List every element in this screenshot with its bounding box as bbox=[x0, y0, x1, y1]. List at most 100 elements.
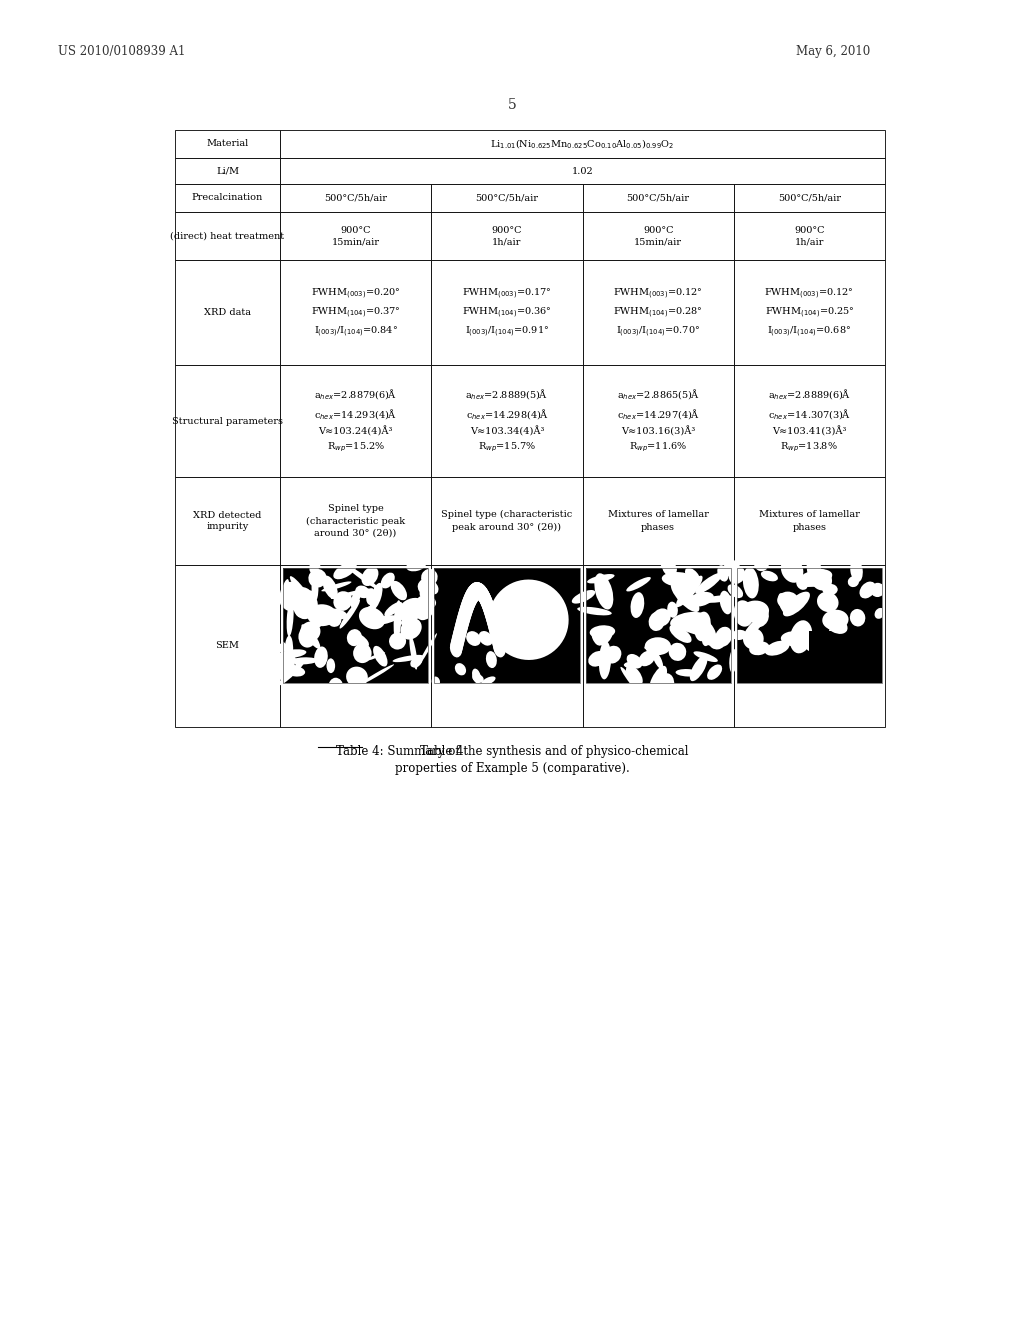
Text: 500°C/5h/air: 500°C/5h/air bbox=[475, 194, 539, 202]
Ellipse shape bbox=[457, 614, 469, 631]
Text: May 6, 2010: May 6, 2010 bbox=[796, 45, 870, 58]
Ellipse shape bbox=[848, 577, 859, 587]
Text: Material: Material bbox=[207, 140, 249, 149]
Ellipse shape bbox=[459, 606, 471, 623]
Bar bbox=[434, 568, 580, 682]
Text: 900°C
1h/air: 900°C 1h/air bbox=[795, 226, 824, 247]
Ellipse shape bbox=[322, 581, 351, 591]
Ellipse shape bbox=[450, 640, 462, 657]
Ellipse shape bbox=[290, 576, 316, 611]
Ellipse shape bbox=[472, 582, 484, 599]
Ellipse shape bbox=[645, 638, 671, 655]
Ellipse shape bbox=[639, 651, 655, 667]
Ellipse shape bbox=[489, 622, 502, 639]
Ellipse shape bbox=[465, 587, 477, 606]
Ellipse shape bbox=[300, 622, 321, 642]
Ellipse shape bbox=[461, 601, 473, 618]
Text: 900°C
15min/air: 900°C 15min/air bbox=[634, 226, 682, 247]
Bar bbox=[431, 183, 583, 213]
Ellipse shape bbox=[621, 667, 643, 696]
Bar bbox=[583, 565, 734, 727]
Ellipse shape bbox=[669, 643, 686, 661]
Text: SEM: SEM bbox=[215, 642, 240, 651]
Ellipse shape bbox=[485, 610, 498, 627]
Ellipse shape bbox=[486, 651, 497, 668]
Ellipse shape bbox=[693, 651, 718, 663]
Ellipse shape bbox=[473, 582, 485, 601]
Ellipse shape bbox=[397, 598, 425, 622]
Text: Spinel type (characteristic
peak around 30° (2θ)): Spinel type (characteristic peak around … bbox=[441, 511, 572, 532]
Ellipse shape bbox=[685, 568, 700, 585]
Ellipse shape bbox=[287, 599, 294, 636]
Ellipse shape bbox=[481, 595, 494, 614]
Ellipse shape bbox=[675, 623, 710, 636]
Ellipse shape bbox=[477, 586, 489, 605]
Ellipse shape bbox=[285, 635, 293, 665]
Text: Spinel type
(characteristic peak
around 30° (2θ)): Spinel type (characteristic peak around … bbox=[306, 504, 406, 537]
Ellipse shape bbox=[472, 673, 483, 682]
Ellipse shape bbox=[464, 590, 476, 609]
Ellipse shape bbox=[817, 591, 839, 612]
Ellipse shape bbox=[754, 557, 769, 572]
Ellipse shape bbox=[400, 618, 422, 640]
Ellipse shape bbox=[750, 642, 769, 655]
Ellipse shape bbox=[484, 603, 497, 622]
Ellipse shape bbox=[644, 640, 662, 649]
Ellipse shape bbox=[850, 609, 865, 627]
Text: 5: 5 bbox=[508, 98, 516, 112]
Ellipse shape bbox=[417, 595, 436, 610]
Ellipse shape bbox=[486, 611, 499, 630]
Bar bbox=[280, 366, 431, 477]
Ellipse shape bbox=[285, 599, 305, 610]
Ellipse shape bbox=[458, 607, 470, 626]
Bar bbox=[583, 183, 734, 213]
Bar bbox=[280, 477, 431, 565]
Bar bbox=[431, 366, 583, 477]
Ellipse shape bbox=[381, 573, 395, 589]
Ellipse shape bbox=[326, 609, 347, 619]
Ellipse shape bbox=[723, 560, 740, 577]
Ellipse shape bbox=[392, 655, 423, 663]
Ellipse shape bbox=[480, 593, 493, 611]
Ellipse shape bbox=[486, 614, 499, 631]
Ellipse shape bbox=[373, 645, 387, 667]
Ellipse shape bbox=[455, 622, 467, 639]
Ellipse shape bbox=[781, 557, 804, 582]
Ellipse shape bbox=[799, 569, 833, 587]
Ellipse shape bbox=[761, 570, 778, 581]
Ellipse shape bbox=[366, 652, 385, 661]
Ellipse shape bbox=[658, 673, 674, 694]
Ellipse shape bbox=[790, 620, 812, 653]
Ellipse shape bbox=[458, 610, 470, 627]
Ellipse shape bbox=[626, 665, 643, 685]
Ellipse shape bbox=[278, 649, 306, 659]
Ellipse shape bbox=[454, 624, 466, 642]
Ellipse shape bbox=[470, 582, 482, 601]
Text: Structural parameters: Structural parameters bbox=[172, 417, 283, 425]
Ellipse shape bbox=[463, 593, 475, 611]
Bar bbox=[583, 260, 734, 366]
Ellipse shape bbox=[662, 572, 696, 587]
Ellipse shape bbox=[460, 603, 471, 622]
Ellipse shape bbox=[393, 601, 401, 640]
Ellipse shape bbox=[417, 634, 437, 667]
Text: 1.02: 1.02 bbox=[571, 166, 593, 176]
Bar bbox=[283, 568, 428, 682]
Ellipse shape bbox=[478, 589, 490, 607]
Ellipse shape bbox=[783, 591, 810, 616]
Ellipse shape bbox=[301, 624, 321, 649]
Bar bbox=[280, 213, 431, 260]
Ellipse shape bbox=[411, 656, 423, 668]
Ellipse shape bbox=[874, 609, 885, 619]
Ellipse shape bbox=[493, 635, 505, 653]
Bar bbox=[586, 568, 731, 682]
Ellipse shape bbox=[733, 601, 754, 627]
Bar bbox=[175, 183, 280, 213]
Ellipse shape bbox=[451, 638, 463, 655]
Text: a$_{hex}$=2.8865(5)Å
c$_{hex}$=14.297(4)Å
V≈103.16(3)Å³
R$_{wp}$=11.6%: a$_{hex}$=2.8865(5)Å c$_{hex}$=14.297(4)… bbox=[616, 388, 699, 454]
Ellipse shape bbox=[280, 582, 301, 611]
Ellipse shape bbox=[717, 565, 728, 582]
Ellipse shape bbox=[461, 598, 473, 616]
Text: XRD detected
impurity: XRD detected impurity bbox=[194, 511, 262, 531]
Ellipse shape bbox=[355, 586, 370, 598]
